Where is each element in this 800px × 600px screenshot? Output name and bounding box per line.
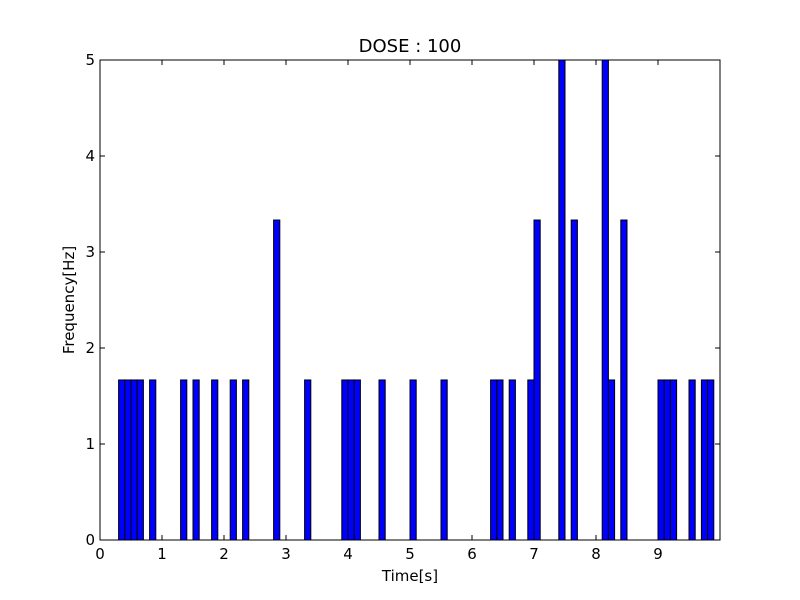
x-tick-label: 6 [467,545,477,563]
x-tick-label: 2 [219,545,229,563]
bar [663,379,671,541]
x-tick-label: 5 [405,545,415,563]
y-tick-label: 4 [85,147,95,165]
x-tick-label: 1 [157,545,167,563]
bar [378,379,386,541]
y-tick-label: 3 [85,243,95,261]
bar [700,379,709,541]
bar [688,379,696,541]
bar [570,219,578,541]
x-tick-label: 7 [529,545,539,563]
bar [601,59,609,541]
bar [607,379,616,541]
y-axis-label: Frequency[Hz] [60,246,78,354]
bar [508,379,516,541]
bar [558,59,566,541]
bar [242,379,250,541]
x-tick-label: 4 [343,545,353,563]
x-tick-label: 3 [281,545,291,563]
y-tick-label: 0 [85,531,95,549]
bar [118,379,126,541]
bar [353,379,361,541]
bar [149,379,157,541]
bar [409,379,417,541]
bar [527,379,535,541]
bar [229,379,237,541]
x-axis-label: Time[s] [381,567,438,585]
bar [620,219,628,541]
bar [657,379,665,541]
bar [192,379,200,541]
bar [533,219,541,541]
bar [180,379,188,541]
x-tick-label: 0 [95,545,105,563]
ticks-group: 0 1 2 3 4 5 6 7 8 9 0 1 2 3 4 5 [85,51,720,563]
bar [440,379,448,541]
bar [496,379,504,541]
bar [707,379,715,541]
bar [130,379,138,541]
bar [211,379,219,541]
bar [669,379,678,541]
bar [136,379,144,541]
bar [341,379,349,541]
chart-title: DOSE : 100 [359,36,462,57]
bar [347,379,355,541]
bars-group [118,59,715,541]
x-tick-label: 8 [591,545,601,563]
y-tick-label: 2 [85,339,95,357]
y-tick-label: 1 [85,435,95,453]
bar [490,379,498,541]
y-tick-label: 5 [85,51,95,69]
bar [124,379,132,541]
bar [304,379,312,541]
x-tick-label: 9 [653,545,663,563]
bar [273,219,281,541]
